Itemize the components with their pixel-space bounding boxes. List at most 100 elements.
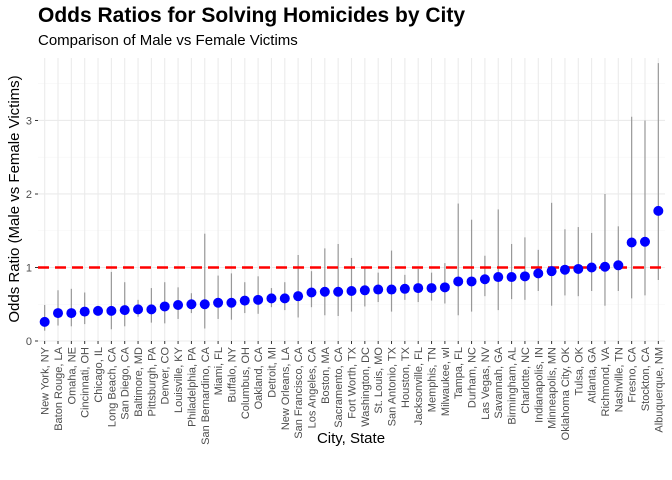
data-point: [386, 284, 397, 295]
x-tick-label: Tulsa, OK: [573, 346, 585, 395]
x-tick-label: Nashville, TN: [613, 347, 625, 412]
x-tick-label: San Francisco, CA: [293, 346, 305, 438]
x-tick-label: Boston, MA: [320, 346, 332, 404]
x-tick-label: Indianapolis, IN: [533, 347, 545, 423]
x-tick-label: New York, NY: [40, 346, 52, 415]
x-tick-label: Pittsburgh, PA: [146, 346, 158, 416]
x-tick-label: Memphis, TN: [427, 347, 439, 412]
data-point: [79, 306, 90, 317]
x-tick-label: Stockton, CA: [640, 346, 652, 411]
data-point: [359, 285, 370, 296]
data-point: [559, 264, 570, 275]
data-point: [93, 305, 104, 316]
x-tick-label: Atlanta, GA: [587, 346, 599, 403]
y-axis-ticks: 0 1 2 3: [26, 115, 38, 348]
x-tick-label: Minneapolis, MN: [547, 347, 559, 429]
data-point: [479, 274, 490, 285]
data-point: [466, 276, 477, 287]
data-point: [146, 304, 157, 315]
data-point: [613, 260, 624, 271]
x-tick-label: Los Angeles, CA: [306, 346, 318, 428]
x-axis-title: City, State: [317, 430, 385, 447]
y-tick-label: 3: [26, 115, 32, 127]
x-tick-label: New Orleans, LA: [280, 346, 292, 430]
x-tick-label: St. Louis, MO: [373, 347, 385, 414]
x-tick-label: Sacramento, CA: [333, 346, 345, 427]
data-point: [119, 305, 130, 316]
data-point: [213, 297, 224, 308]
data-point: [319, 286, 330, 297]
x-tick-label: Baton Rouge, LA: [53, 346, 65, 430]
data-point: [53, 308, 64, 319]
data-point: [333, 286, 344, 297]
x-tick-label: Charlotte, NC: [520, 347, 532, 414]
data-point: [639, 236, 650, 247]
data-point: [293, 291, 304, 302]
y-tick-label: 2: [26, 189, 32, 201]
data-point: [599, 261, 610, 272]
data-point: [39, 316, 50, 327]
x-axis-ticks: New York, NY Baton Rouge, LA Omaha, NE Cinc…: [40, 341, 665, 445]
data-point: [186, 299, 197, 310]
data-point: [306, 287, 317, 298]
data-point: [346, 286, 357, 297]
x-tick-label: Durham, NC: [467, 347, 479, 408]
data-point: [439, 282, 450, 293]
x-tick-label: Columbus, OH: [240, 347, 252, 419]
x-tick-label: San Antonio, TX: [387, 346, 399, 426]
data-point: [519, 271, 530, 282]
y-tick-label: 1: [26, 262, 32, 274]
x-tick-label: Omaha, NE: [66, 347, 78, 404]
x-tick-label: Milwaukee, wI: [440, 347, 452, 416]
x-tick-label: Houston, TX: [400, 346, 412, 408]
data-point: [266, 293, 277, 304]
x-tick-label: Detroit, MI: [266, 347, 278, 398]
x-tick-label: Washington, DC: [360, 347, 372, 427]
data-point: [586, 262, 597, 273]
x-tick-label: Jacksonville, FL: [413, 347, 425, 425]
data-point: [573, 263, 584, 274]
x-tick-label: San Diego, CA: [120, 346, 132, 419]
data-point: [626, 237, 637, 248]
x-tick-label: Long Beach, CA: [106, 346, 118, 427]
x-tick-label: Richmond, VA: [600, 346, 612, 416]
data-point: [453, 276, 464, 287]
data-point: [493, 272, 504, 283]
data-point: [413, 283, 424, 294]
x-tick-label: Oklahoma City, OK: [560, 346, 572, 440]
x-tick-label: Las Vegas, NV: [480, 346, 492, 419]
data-point: [199, 299, 210, 310]
x-tick-label: Chicago, IL: [93, 347, 105, 403]
x-tick-label: Savannah, GA: [493, 346, 505, 418]
data-point: [133, 304, 144, 315]
data-points: [39, 205, 664, 327]
data-point: [173, 299, 184, 310]
x-tick-label: Denver, CO: [160, 347, 172, 405]
data-point: [426, 283, 437, 294]
data-point: [399, 283, 410, 294]
data-point: [506, 272, 517, 283]
data-point: [653, 205, 664, 216]
chart-title: Odds Ratios for Solving Homicides by Cit…: [38, 4, 466, 27]
x-tick-label: Philadelphia, PA: [186, 346, 198, 427]
y-tick-label: 0: [26, 336, 32, 348]
data-point: [533, 268, 544, 279]
y-axis-title: Odds Ratio (Male vs Female Victims): [6, 75, 23, 322]
x-tick-label: Miami, FL: [213, 347, 225, 395]
data-point: [226, 297, 237, 308]
chart-subtitle: Comparison of Male vs Female Victims: [38, 32, 298, 49]
x-tick-label: San Bernardino, CA: [200, 346, 212, 444]
x-tick-label: Cincinnati, OH: [80, 347, 92, 418]
data-point: [546, 266, 557, 277]
data-point: [253, 294, 264, 305]
x-tick-label: Albuquerque, NM: [653, 347, 665, 433]
data-point: [279, 293, 290, 304]
x-tick-label: Oakland, CA: [253, 346, 265, 409]
x-tick-label: Buffalo, NY: [226, 346, 238, 402]
data-point: [159, 301, 170, 312]
x-tick-label: Birmingham, AL: [507, 347, 519, 425]
x-tick-label: Tampa, FL: [453, 347, 465, 399]
data-point: [373, 284, 384, 295]
data-point: [106, 305, 117, 316]
